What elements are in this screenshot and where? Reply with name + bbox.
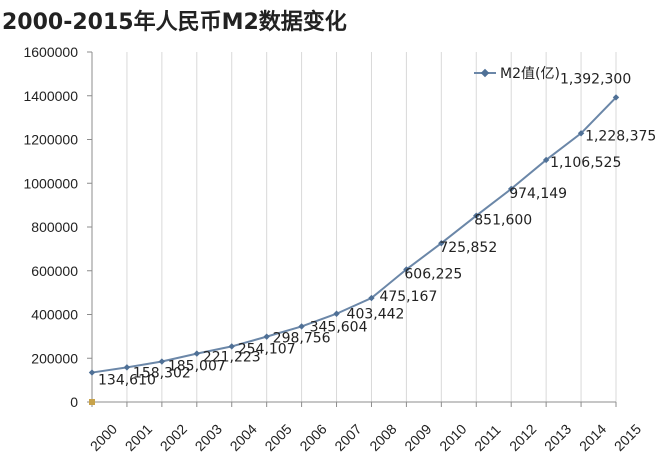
data-label-2004: 254,107 bbox=[238, 341, 296, 357]
legend: M2值(亿) bbox=[474, 66, 560, 82]
x-tick-label-2001: 2001 bbox=[122, 421, 155, 454]
origin-marker bbox=[89, 399, 95, 405]
data-point-2012 bbox=[508, 185, 515, 193]
y-tick-label-400000: 400000 bbox=[31, 307, 78, 323]
data-label-2008: 475,167 bbox=[379, 289, 437, 305]
data-point-2003 bbox=[193, 350, 200, 357]
data-point-2010 bbox=[438, 240, 445, 247]
y-tick-label-1000000: 1000000 bbox=[23, 175, 78, 191]
x-tick-label-2015: 2015 bbox=[611, 421, 644, 454]
x-tick-label-2012: 2012 bbox=[506, 421, 539, 454]
y-tick-label-0: 0 bbox=[70, 394, 78, 410]
y-tick-labels: 0 200000 400000 600000 800000 1000000 1200000 1… bbox=[23, 44, 78, 410]
x-tick-label-2011: 2011 bbox=[471, 421, 504, 454]
data-label-2005: 298,756 bbox=[273, 331, 331, 347]
data-label-2009: 606,225 bbox=[404, 266, 462, 282]
x-tick-labels: 2000 2001 2002 2003 2004 2005 2006 2007 2008 2009… bbox=[87, 421, 644, 454]
data-label-2002: 185,007 bbox=[168, 359, 226, 375]
y-tick-label-1400000: 1400000 bbox=[23, 88, 78, 104]
data-label-2007: 403,442 bbox=[347, 307, 405, 323]
data-label-2015: 1,392,300 bbox=[560, 71, 631, 87]
data-point-2005 bbox=[263, 333, 270, 340]
y-tick-label-1200000: 1200000 bbox=[23, 132, 78, 148]
grid-lines bbox=[126, 52, 617, 402]
data-point-2001 bbox=[123, 364, 131, 371]
axes bbox=[87, 51, 617, 407]
legend-swatch-marker bbox=[480, 68, 490, 78]
x-tick-label-2003: 2003 bbox=[192, 421, 225, 454]
data-label-2006: 345,604 bbox=[310, 319, 368, 335]
series-line-m2 bbox=[91, 96, 617, 374]
y-tick-label-1600000: 1600000 bbox=[23, 44, 78, 60]
data-point-2009 bbox=[403, 266, 410, 273]
data-label-2014: 1,228,375 bbox=[585, 128, 656, 144]
data-point-2014 bbox=[577, 130, 585, 137]
data-label-2012: 974,149 bbox=[509, 186, 567, 202]
x-tick-label-2013: 2013 bbox=[541, 421, 574, 454]
data-label-2001: 158,302 bbox=[133, 365, 191, 381]
data-point-2002 bbox=[158, 358, 166, 365]
data-point-2013 bbox=[542, 156, 550, 164]
x-tick-label-2002: 2002 bbox=[157, 421, 190, 454]
data-point-2006 bbox=[298, 323, 305, 330]
data-label-2003: 221,223 bbox=[203, 350, 261, 366]
y-tick-label-800000: 800000 bbox=[31, 219, 78, 235]
data-point-2007 bbox=[333, 310, 340, 317]
data-label-2011: 851,600 bbox=[474, 213, 532, 229]
x-tick-label-2000: 2000 bbox=[87, 421, 120, 454]
data-labels: 134,610158,302185,007221,223254,107298,7… bbox=[98, 71, 656, 388]
data-point-2011 bbox=[473, 212, 480, 219]
series-m2 bbox=[88, 94, 620, 376]
x-tick-label-2008: 2008 bbox=[366, 421, 399, 454]
x-tick-label-2007: 2007 bbox=[331, 421, 364, 454]
y-tick-label-200000: 200000 bbox=[31, 350, 78, 366]
x-tick-label-2004: 2004 bbox=[227, 421, 260, 454]
x-tick-label-2006: 2006 bbox=[296, 421, 329, 454]
data-point-2004 bbox=[228, 343, 235, 350]
y-tick-label-600000: 600000 bbox=[31, 263, 78, 279]
data-point-2000 bbox=[88, 369, 96, 376]
chart-title: 2000-2015年人民币M2数据变化 bbox=[2, 10, 347, 35]
legend-label-m2: M2值(亿) bbox=[500, 66, 560, 82]
x-tick-label-2009: 2009 bbox=[401, 421, 434, 454]
x-tick-label-2005: 2005 bbox=[261, 421, 294, 454]
data-label-2013: 1,106,525 bbox=[550, 155, 621, 171]
data-label-2000: 134,610 bbox=[98, 373, 156, 389]
data-label-2010: 725,852 bbox=[439, 240, 497, 256]
x-tick-label-2014: 2014 bbox=[576, 421, 609, 454]
data-point-2008 bbox=[368, 294, 375, 302]
data-point-2015 bbox=[612, 94, 620, 101]
x-tick-label-2010: 2010 bbox=[436, 421, 469, 454]
